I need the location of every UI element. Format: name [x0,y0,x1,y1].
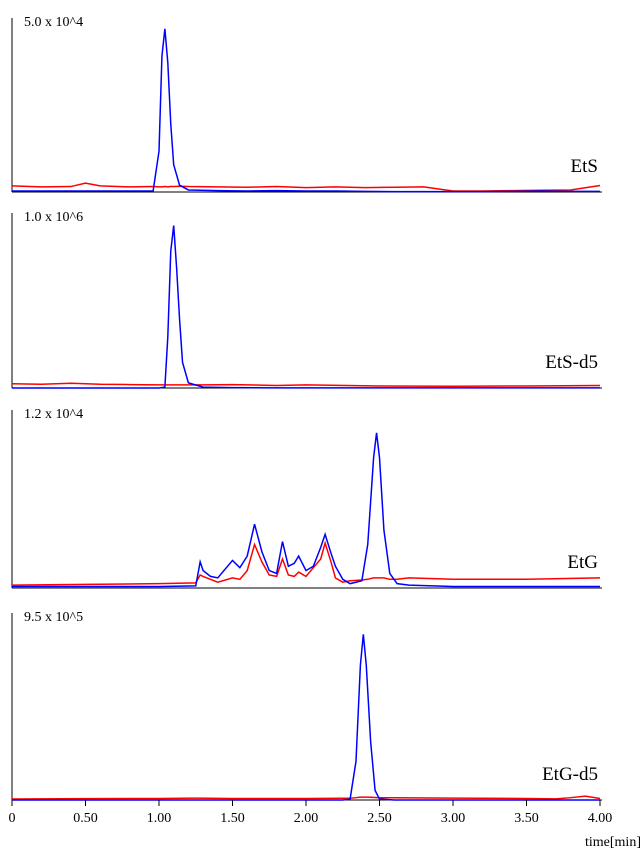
trace-label: EtS-d5 [545,352,598,373]
trace-line [11,382,601,388]
trace-line [11,540,601,586]
trace-line [11,182,601,192]
x-tick-label: 0.50 [73,811,98,826]
x-tick-label: 0 [9,811,16,826]
x-tick-label: 1.50 [220,811,245,826]
x-tick-label: 2.00 [294,811,319,826]
x-tick-label: 1.00 [147,811,172,826]
scale-label: 5.0 x 10^4 [24,15,83,30]
trace-line [12,225,600,389]
trace-line [12,432,600,588]
x-tick-label: 4.00 [588,811,613,826]
x-axis-title: time[min] [585,835,641,850]
trace-line [12,634,600,801]
scale-label: 1.0 x 10^6 [24,210,83,225]
x-tick-label: 2.50 [367,811,392,826]
trace-label: EtS [571,156,598,177]
scale-label: 9.5 x 10^5 [24,610,83,625]
x-tick-label: 3.50 [514,811,539,826]
scale-label: 1.2 x 10^4 [24,407,83,422]
trace-line [11,795,601,800]
x-tick-label: 3.00 [441,811,466,826]
trace-label: EtG [567,552,598,573]
trace-label: EtG-d5 [542,764,598,785]
trace-line [12,28,600,193]
